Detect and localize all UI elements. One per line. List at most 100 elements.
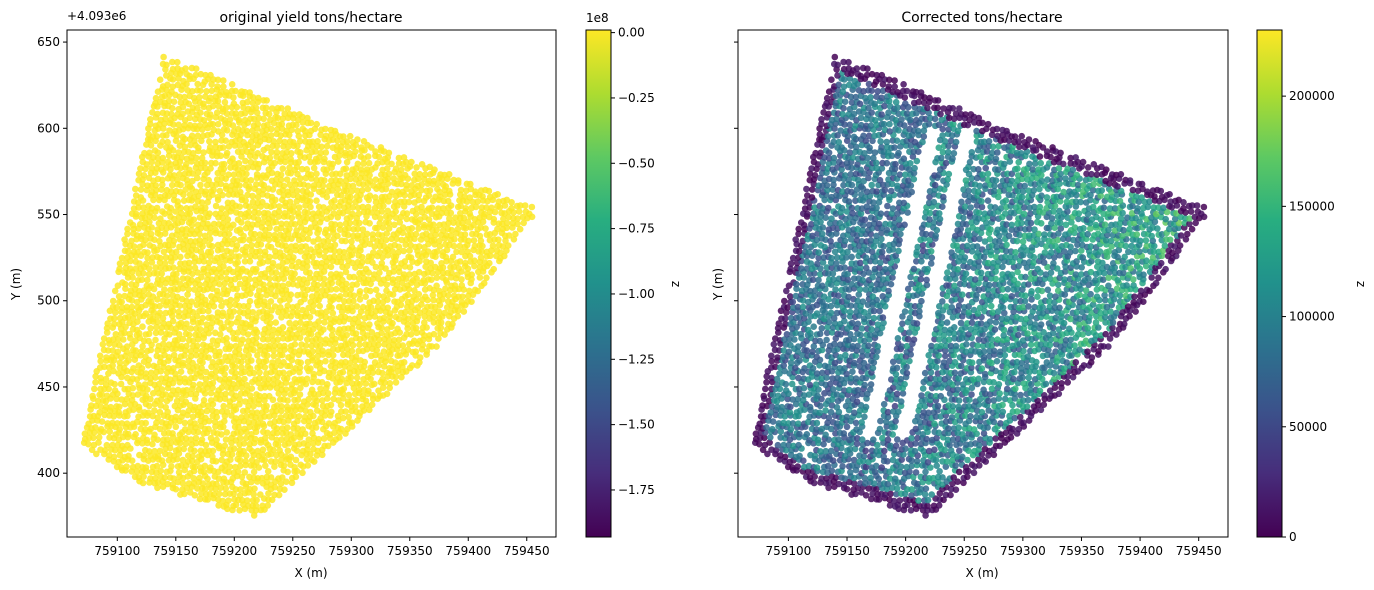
scatter-point bbox=[847, 469, 854, 476]
scatter-point bbox=[240, 353, 247, 361]
scatter-point bbox=[219, 144, 227, 151]
scatter-point bbox=[111, 446, 119, 454]
scatter-point bbox=[339, 276, 346, 284]
scatter-point bbox=[274, 357, 282, 365]
scatter-point bbox=[300, 276, 308, 283]
scatter-point bbox=[955, 424, 962, 431]
scatter-point bbox=[286, 296, 293, 304]
scatter-point bbox=[327, 286, 335, 293]
scatter-point bbox=[254, 94, 262, 102]
scatter-point bbox=[368, 144, 375, 151]
scatter-point bbox=[426, 187, 434, 194]
y-tick-label: 550 bbox=[37, 208, 60, 222]
scatter-point bbox=[97, 403, 105, 410]
scatter-point bbox=[222, 182, 230, 190]
scatter-point bbox=[213, 413, 220, 421]
scatter-point bbox=[767, 434, 774, 441]
scatter-point bbox=[965, 447, 972, 455]
scatter-point bbox=[293, 187, 301, 195]
scatter-point bbox=[288, 479, 296, 487]
scatter-point bbox=[358, 253, 366, 261]
scatter-point bbox=[90, 434, 97, 442]
scatter-point bbox=[164, 436, 171, 443]
scatter-point bbox=[408, 225, 416, 232]
scatter-point bbox=[110, 413, 118, 420]
scatter-point bbox=[115, 293, 123, 300]
scatter-point bbox=[348, 397, 356, 404]
scatter-point bbox=[428, 343, 436, 350]
scatter-point bbox=[268, 332, 276, 339]
scatter-point bbox=[185, 259, 193, 267]
scatter-point bbox=[366, 171, 373, 179]
scatter-point bbox=[164, 138, 171, 146]
scatter-point bbox=[217, 296, 224, 304]
scatter-point bbox=[115, 335, 122, 343]
scatter-point bbox=[92, 379, 99, 386]
scatter-point bbox=[307, 298, 315, 306]
scatter-point bbox=[407, 331, 415, 338]
scatter-point bbox=[156, 76, 164, 83]
scatter-point bbox=[101, 447, 109, 454]
scatter-point bbox=[479, 193, 486, 200]
scatter-point bbox=[237, 188, 244, 196]
scatter-point bbox=[291, 348, 298, 356]
scatter-point bbox=[1023, 403, 1031, 410]
left-y-offset-label: +4.093e6 bbox=[67, 9, 126, 23]
scatter-point bbox=[283, 266, 290, 273]
scatter-point bbox=[366, 177, 374, 185]
scatter-point bbox=[155, 380, 163, 388]
scatter-point bbox=[119, 442, 126, 450]
scatter-point bbox=[229, 122, 237, 129]
scatter-point bbox=[222, 485, 230, 492]
scatter-point bbox=[231, 403, 238, 410]
scatter-point bbox=[110, 453, 118, 461]
y-tick-label: 450 bbox=[37, 380, 60, 394]
scatter-point bbox=[250, 468, 258, 476]
scatter-point bbox=[283, 176, 291, 183]
scatter-point bbox=[218, 431, 225, 438]
scatter-point bbox=[1009, 425, 1016, 433]
scatter-point bbox=[288, 214, 296, 222]
scatter-point bbox=[787, 403, 794, 411]
scatter-point bbox=[149, 293, 157, 301]
scatter-point bbox=[109, 347, 117, 354]
left-y-axis-label: Y (m) bbox=[9, 268, 23, 301]
scatter-point bbox=[324, 395, 331, 402]
scatter-point bbox=[425, 216, 433, 223]
scatter-point bbox=[421, 332, 428, 339]
scatter-point bbox=[218, 302, 225, 310]
scatter-point bbox=[332, 359, 339, 366]
scatter-point bbox=[304, 209, 312, 217]
scatter-point bbox=[219, 497, 227, 505]
scatter-point bbox=[284, 447, 292, 455]
scatter-point bbox=[221, 417, 228, 425]
scatter-point bbox=[879, 434, 886, 442]
scatter-point bbox=[275, 441, 282, 449]
scatter-point bbox=[278, 436, 285, 444]
scatter-point bbox=[162, 391, 169, 398]
scatter-point bbox=[412, 210, 420, 218]
scatter-point bbox=[142, 370, 150, 377]
scatter-point bbox=[166, 127, 173, 134]
scatter-point bbox=[345, 413, 353, 421]
scatter-point bbox=[444, 197, 452, 205]
scatter-point bbox=[760, 392, 767, 400]
scatter-point bbox=[187, 348, 195, 355]
scatter-point bbox=[245, 209, 252, 216]
scatter-point bbox=[319, 397, 326, 404]
scatter-point bbox=[824, 462, 832, 470]
scatter-point bbox=[364, 185, 372, 193]
scatter-point bbox=[321, 177, 328, 184]
scatter-point bbox=[249, 448, 256, 455]
scatter-point bbox=[822, 431, 829, 439]
scatter-point bbox=[157, 467, 164, 475]
scatter-point bbox=[215, 475, 223, 482]
scatter-point bbox=[198, 490, 205, 498]
scatter-point bbox=[223, 127, 231, 134]
scatter-point bbox=[153, 462, 161, 470]
scatter-point bbox=[474, 198, 482, 205]
scatter-point bbox=[912, 469, 920, 476]
scatter-point bbox=[97, 357, 104, 365]
scatter-point bbox=[206, 210, 213, 217]
